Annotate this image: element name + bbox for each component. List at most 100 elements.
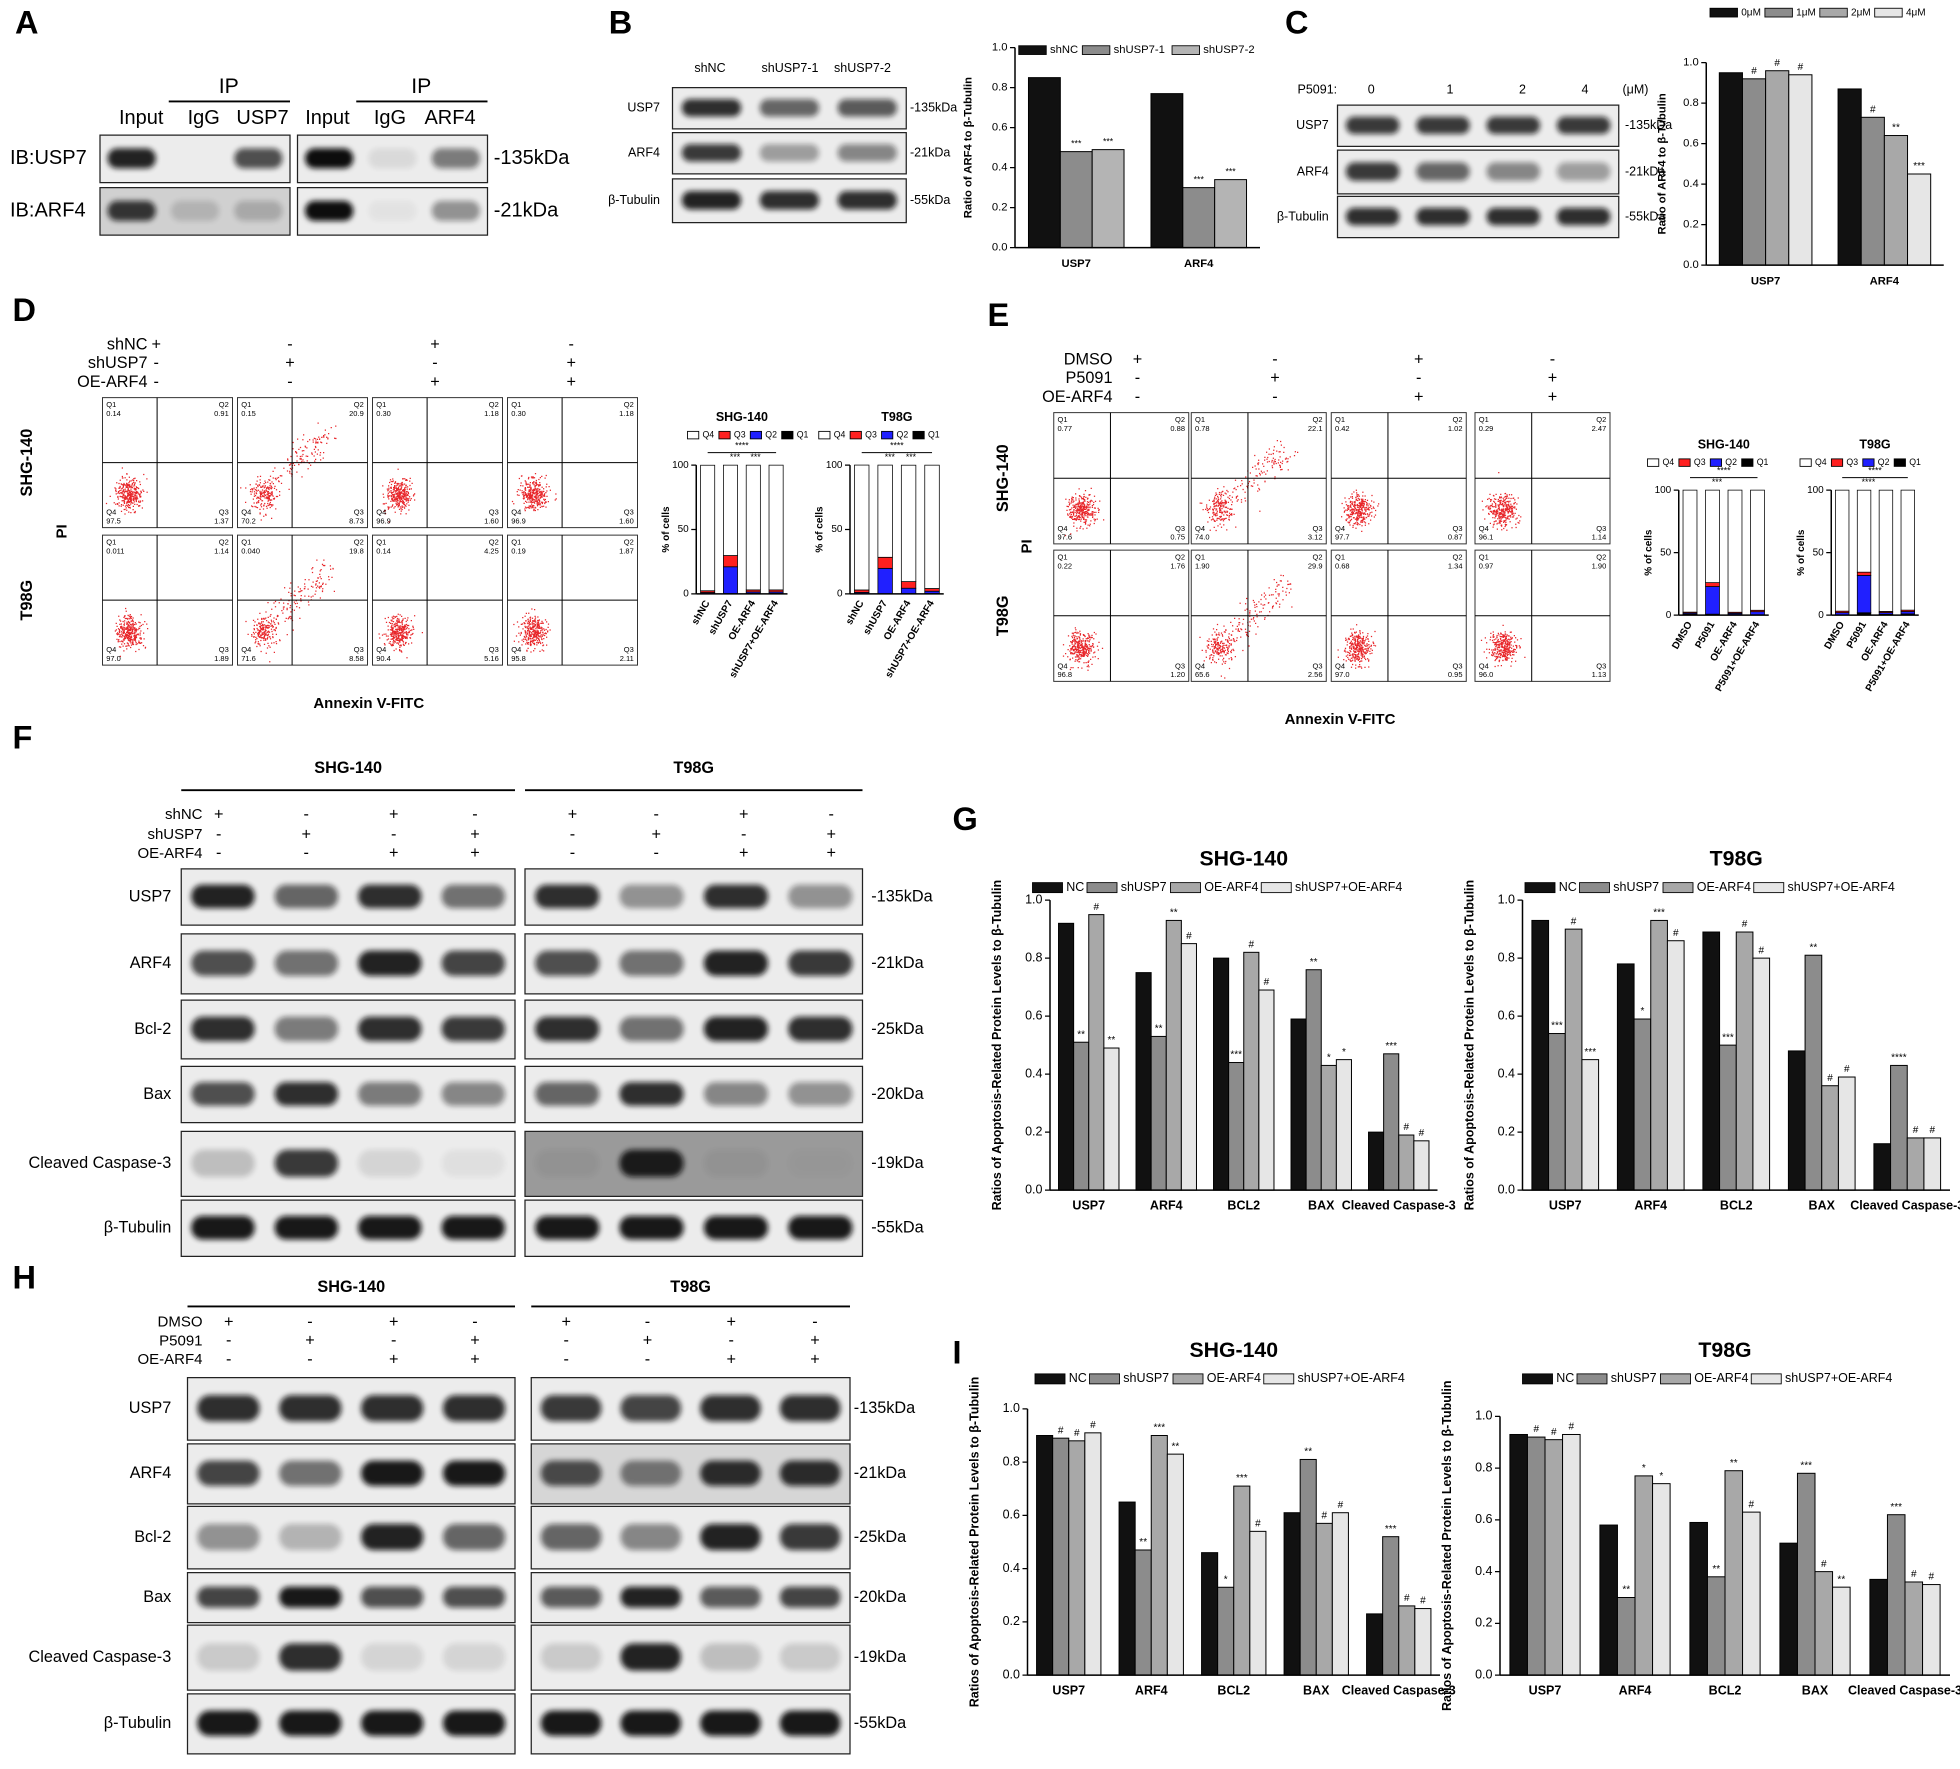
legend-label: shUSP7+OE-ARF4: [1298, 1371, 1405, 1385]
y-tick-label: 0.2: [1683, 219, 1699, 231]
legend-swatch: [1081, 45, 1111, 55]
bar: [1201, 1552, 1219, 1676]
significance: #: [1404, 1593, 1410, 1604]
flow-dots: [382, 468, 416, 523]
size-label: -55kDa: [871, 1219, 924, 1237]
significance: ***: [1890, 1502, 1902, 1513]
blot-band: [442, 1643, 506, 1671]
bar-segment: [723, 464, 738, 556]
significance: ***: [1385, 1524, 1397, 1535]
blot-band: [535, 1016, 600, 1042]
size-label: -135kDa: [494, 147, 570, 169]
quadrant-label: Q3: [1175, 661, 1185, 670]
quadrant-value: 2.47: [1592, 424, 1607, 433]
quadrant-label: Q1: [1335, 415, 1345, 424]
bar: [1398, 1134, 1415, 1191]
bar: [1335, 1059, 1352, 1191]
group-label: SHG-140: [317, 1278, 385, 1296]
treatment-label: OE-ARF4: [137, 845, 202, 862]
bar: [1832, 1586, 1851, 1676]
bar: [1249, 1530, 1267, 1676]
blot-band: [788, 1016, 853, 1042]
sign: +: [224, 1313, 234, 1331]
quadrant-label: Q3: [1175, 524, 1185, 533]
bar-segment: [700, 464, 716, 592]
blot-band: [535, 950, 600, 976]
legend-label: shUSP7+OE-ARF4: [1295, 880, 1402, 894]
treatment-label: shNC: [165, 806, 203, 823]
legend-swatch: [1741, 458, 1754, 467]
significance: **: [1810, 942, 1818, 953]
blot-band: [197, 1523, 260, 1551]
quadrant-value: 1.90: [1195, 561, 1210, 570]
blot-band: [368, 200, 417, 221]
bar: [1742, 1511, 1761, 1676]
blot-band: [788, 1215, 853, 1240]
sign: -: [226, 1332, 231, 1350]
bar: [1804, 954, 1823, 1191]
blot-band: [191, 950, 255, 976]
blot-band: [788, 884, 853, 909]
legend-label: NC: [1066, 880, 1084, 894]
legend-swatch: [1893, 458, 1906, 467]
bar: [1103, 1047, 1120, 1191]
blot-band: [361, 1586, 424, 1608]
bar: [1526, 1436, 1546, 1676]
bar: [1531, 919, 1550, 1191]
x-tick-label: Cleaved Caspase-3: [1850, 1199, 1960, 1213]
flow-dots: [378, 613, 423, 659]
sign: -: [472, 1313, 477, 1331]
legend-label: Q3: [865, 429, 877, 439]
quadrant-label: Q3: [1452, 524, 1462, 533]
unit-label: (μM): [1623, 82, 1649, 96]
legend-label: Q4: [1663, 457, 1675, 467]
blot-band: [535, 1082, 600, 1106]
quadrant-label: Q1: [511, 538, 521, 547]
sign: -: [307, 1350, 312, 1368]
sign: +: [1133, 350, 1143, 368]
bar: [1779, 1542, 1798, 1676]
legend-label: 2μM: [1851, 7, 1871, 18]
bar: [1305, 969, 1322, 1191]
quadrant-label: Q4: [1058, 661, 1068, 670]
significance: #: [1090, 1420, 1096, 1431]
significance: #: [1821, 1559, 1827, 1570]
blot-band: [681, 144, 742, 162]
treatment-label: DMSO: [1064, 350, 1113, 368]
sign: -: [1135, 369, 1140, 387]
sign: -: [564, 1350, 569, 1368]
row-label: USP7: [627, 101, 660, 115]
y-tick-label: 0.2: [1025, 1124, 1042, 1138]
y-tick-label: 0.0: [1475, 1667, 1492, 1681]
bar: [1564, 928, 1583, 1191]
legend-label: shUSP7-1: [1114, 44, 1165, 56]
sign: +: [470, 844, 480, 862]
quadrant-value: 2.11: [620, 654, 634, 663]
bar-segment: [900, 581, 917, 589]
significance: #: [1798, 62, 1804, 73]
quadrant-value: 1.14: [1592, 533, 1607, 542]
y-tick-label: 0.2: [1498, 1124, 1515, 1138]
quadrant-label: Q2: [624, 538, 634, 547]
sign: +: [389, 1350, 399, 1368]
significance: ***: [1722, 1032, 1734, 1043]
chart-title: SHG-140: [1199, 847, 1288, 871]
significance: #: [1870, 104, 1876, 115]
blot-band: [361, 1395, 424, 1422]
quadrant-label: Q2: [489, 538, 499, 547]
bar: [1414, 1608, 1432, 1676]
bar: [1796, 1472, 1816, 1676]
y-tick-label: 50: [678, 524, 690, 535]
blot-band: [700, 1710, 761, 1736]
annotation: ***: [885, 452, 896, 462]
row-label: IB:USP7: [10, 147, 87, 169]
significance: #: [1074, 1428, 1080, 1439]
significance: *: [1342, 1047, 1346, 1058]
blot-band: [1416, 162, 1470, 181]
significance: #: [1827, 1073, 1833, 1084]
blot-band: [279, 1460, 342, 1486]
blot-band: [191, 1082, 255, 1106]
legend-swatch: [1647, 458, 1660, 467]
blot-band: [837, 191, 897, 210]
blot-band: [1345, 116, 1400, 134]
